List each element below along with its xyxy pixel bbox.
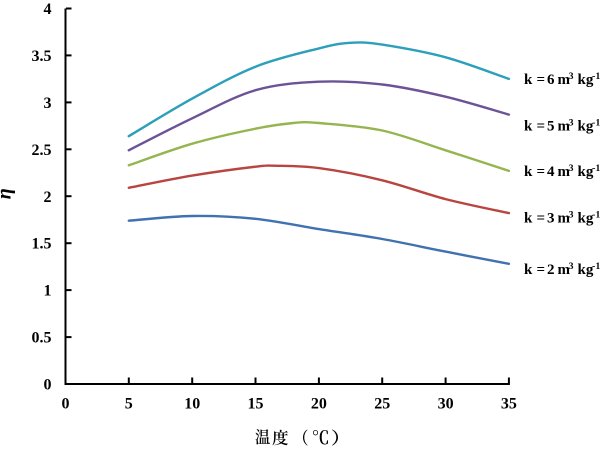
svg-text:0: 0: [44, 377, 52, 394]
svg-text:1: 1: [44, 283, 52, 300]
svg-text:5: 5: [125, 396, 133, 413]
svg-text:25: 25: [374, 396, 390, 413]
svg-text:20: 20: [311, 396, 327, 413]
svg-text:30: 30: [438, 396, 454, 413]
svg-text:1.5: 1.5: [32, 236, 52, 253]
svg-text:3: 3: [44, 95, 52, 112]
svg-text:η: η: [0, 188, 16, 199]
svg-text:35: 35: [501, 396, 517, 413]
svg-text:15: 15: [248, 396, 264, 413]
svg-text:4: 4: [44, 1, 52, 18]
svg-text:3.5: 3.5: [32, 48, 52, 65]
svg-text:0: 0: [62, 396, 70, 413]
svg-text:2: 2: [44, 189, 52, 206]
svg-text:0.5: 0.5: [32, 330, 52, 347]
svg-text:2.5: 2.5: [32, 142, 52, 159]
svg-text:10: 10: [184, 396, 200, 413]
